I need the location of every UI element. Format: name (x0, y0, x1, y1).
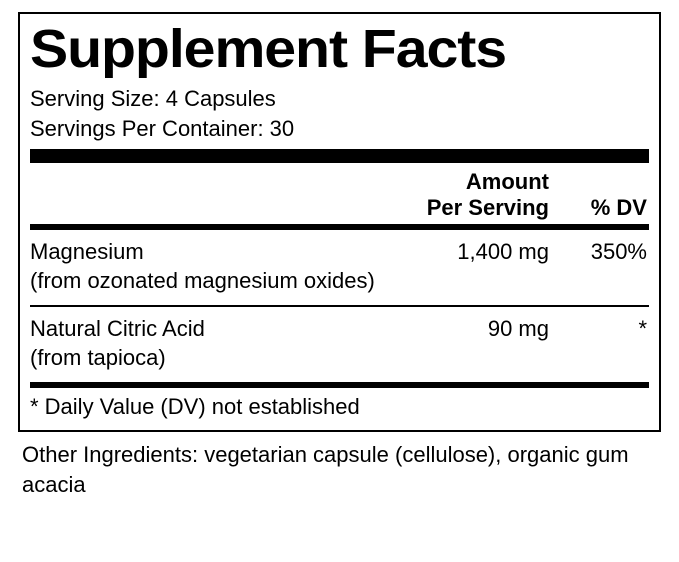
ingredient-dv: 350% (549, 238, 649, 265)
other-ingredients: Other Ingredients: vegetarian capsule (c… (18, 432, 661, 499)
ingredient-name: Magnesium (from ozonated magnesium oxide… (30, 238, 379, 295)
ingredient-dv: * (549, 315, 649, 342)
column-amount-l1: Amount (379, 169, 549, 194)
supplement-facts-panel: Supplement Facts Serving Size: 4 Capsule… (18, 12, 661, 432)
ingredient-main: Magnesium (30, 238, 379, 267)
dv-footnote: * Daily Value (DV) not established (30, 388, 649, 424)
ingredient-source: (from ozonated magnesium oxides) (30, 267, 379, 296)
column-dv-header: % DV (549, 195, 649, 220)
table-row: Natural Citric Acid (from tapioca) 90 mg… (30, 307, 649, 382)
ingredient-amount: 1,400 mg (379, 238, 549, 265)
panel-title: Supplement Facts (30, 22, 679, 76)
serving-size: Serving Size: 4 Capsules (30, 84, 649, 114)
table-row: Magnesium (from ozonated magnesium oxide… (30, 230, 649, 305)
servings-per-container: Servings Per Container: 30 (30, 114, 649, 144)
divider-thick (30, 149, 649, 163)
ingredient-main: Natural Citric Acid (30, 315, 379, 344)
column-amount-l2: Per Serving (379, 195, 549, 220)
ingredient-amount: 90 mg (379, 315, 549, 342)
column-header-row: Amount Per Serving % DV (30, 163, 649, 224)
ingredient-source: (from tapioca) (30, 344, 379, 373)
ingredient-name: Natural Citric Acid (from tapioca) (30, 315, 379, 372)
column-amount-header: Amount Per Serving (379, 169, 549, 220)
